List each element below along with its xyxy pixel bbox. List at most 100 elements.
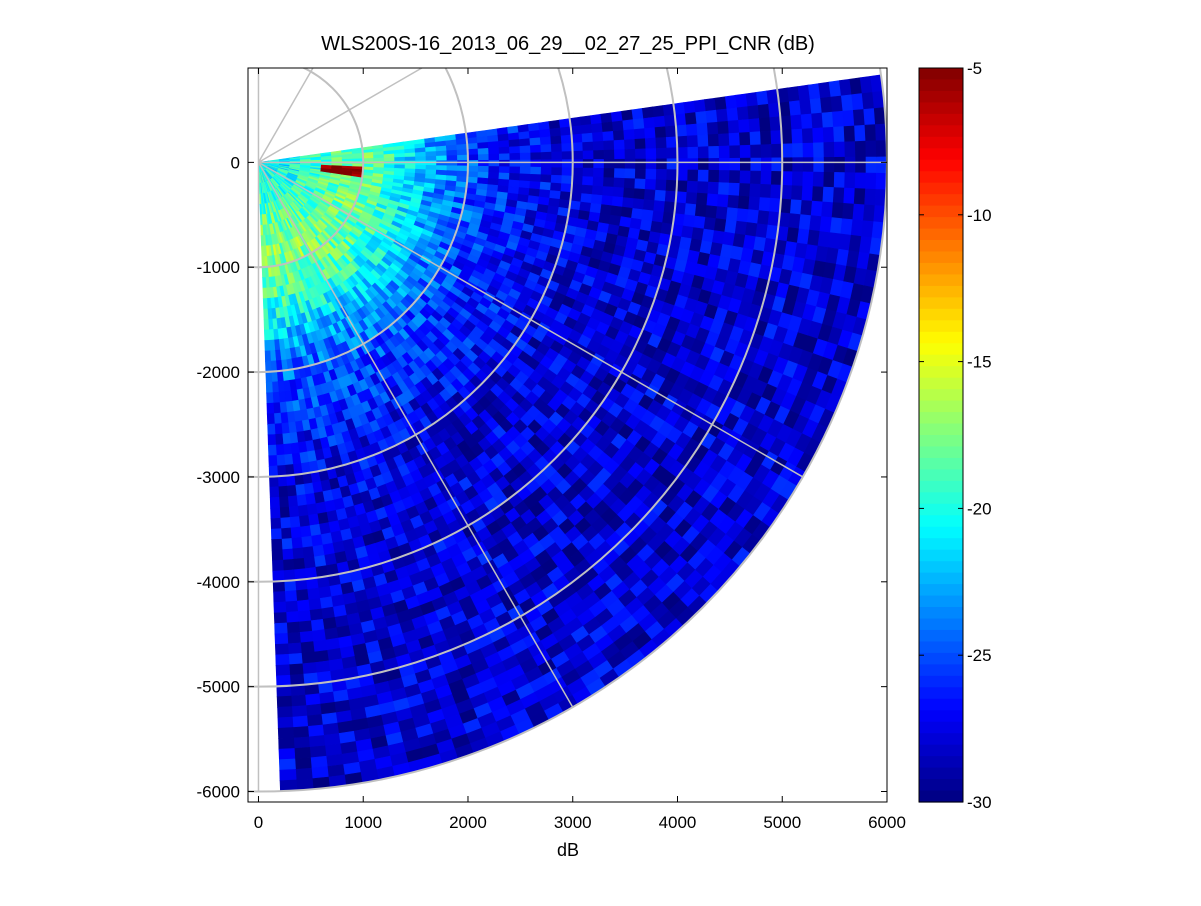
heatmap-cell [865,189,876,206]
colorbar-tick-label: -30 [967,793,992,812]
heatmap-cell [550,128,561,137]
heatmap-cell [801,114,813,129]
heatmap-cell [748,105,760,119]
colorbar-swatch [919,424,963,436]
heatmap-cell [852,94,864,111]
heatmap-cell [614,150,625,160]
heatmap-cell [508,133,519,141]
heatmap-cell [863,205,875,222]
heatmap-cell [708,182,719,195]
heatmap-cell [274,592,286,603]
heatmap-cell [739,119,750,132]
colorbar-swatch [919,68,963,80]
heatmap-cell [269,476,278,487]
heatmap-cell [636,159,647,169]
heatmap-cell [719,170,730,183]
colorbar-swatch [919,733,963,745]
heatmap-cell [272,560,283,571]
heatmap-cell [841,219,853,236]
heatmap-cell [727,108,739,121]
heatmap-cell [635,179,646,190]
heatmap-cell [625,169,636,179]
heatmap-cell [803,158,814,173]
heatmap-cell [320,702,336,714]
y-tick-label: -5000 [197,678,240,697]
heatmap-cell [271,371,277,382]
heatmap-cell [290,517,301,528]
heatmap-cell [634,189,645,200]
heatmap-cell [862,221,874,238]
heatmap-cell [707,122,718,135]
heatmap-cell [263,288,267,299]
heatmap-cell [265,351,271,362]
heatmap-cell [666,126,677,138]
heatmap-cell [467,143,478,149]
heatmap-cell [612,121,623,132]
heatmap-cell [265,340,270,351]
heatmap-cell [865,125,876,142]
heatmap-cell [573,151,584,160]
colorbar-swatch [919,653,963,665]
heatmap-cell [520,174,531,182]
colorbar-swatch [919,148,963,160]
colorbar-swatch [919,504,963,516]
heatmap-cell [323,617,337,629]
heatmap-cell [299,621,312,633]
colorbar-swatch [919,756,963,768]
heatmap-cell [274,612,286,623]
heatmap-cell [654,116,666,128]
heatmap-cell [280,507,290,518]
heatmap-cell [519,181,530,189]
heatmap-cell [286,612,299,623]
heatmap-cell [271,529,281,540]
heatmap-cell [499,173,510,180]
heatmap-cell [312,545,324,557]
heatmap-cell [866,173,877,189]
colorbar-swatch [919,389,963,401]
heatmap-cell [530,174,541,182]
heatmap-cell [789,214,801,229]
heatmap-cell [298,505,308,517]
heatmap-cell [844,126,855,142]
heatmap-cell [803,172,814,187]
heatmap-cell [698,135,709,147]
heatmap-cell [603,187,614,197]
colorbar-swatch [919,355,963,367]
colorbar-swatch [919,687,963,699]
colorbar-swatch [919,320,963,332]
heatmap-cell [468,160,479,166]
heatmap-cell [655,127,666,138]
heatmap-cell [875,124,886,141]
colorbar-swatch [919,550,963,562]
heatmap-cell [267,393,274,404]
heatmap-cell [625,149,636,159]
heatmap-cell [416,157,427,162]
heatmap-cell [799,215,811,231]
heatmap-cell [540,137,551,145]
heatmap-cell [656,137,667,148]
heatmap-cell [305,493,315,505]
heatmap-cell [656,169,667,180]
heatmap-cell [718,183,729,196]
heatmap-cell [289,664,303,675]
heatmap-cell [288,643,302,654]
heatmap-cell [623,120,634,131]
heatmap-cell [447,150,458,156]
colorbar-swatch [919,102,963,114]
heatmap-cell [756,224,768,239]
colorbar-swatch [919,91,963,103]
heatmap-cell [655,190,666,201]
colorbar-swatch [919,710,963,722]
heatmap-cell [531,153,542,161]
heatmap-cell [792,129,803,144]
heatmap-cell [811,201,823,217]
heatmap-cell [266,372,272,383]
heatmap-cell [666,180,677,191]
heatmap-cell [307,715,323,727]
heatmap-cell [509,173,520,180]
heatmap-cell [287,632,300,643]
heatmap-cell [301,642,315,654]
heatmap-cell [830,218,842,234]
heatmap-cell [489,154,500,160]
